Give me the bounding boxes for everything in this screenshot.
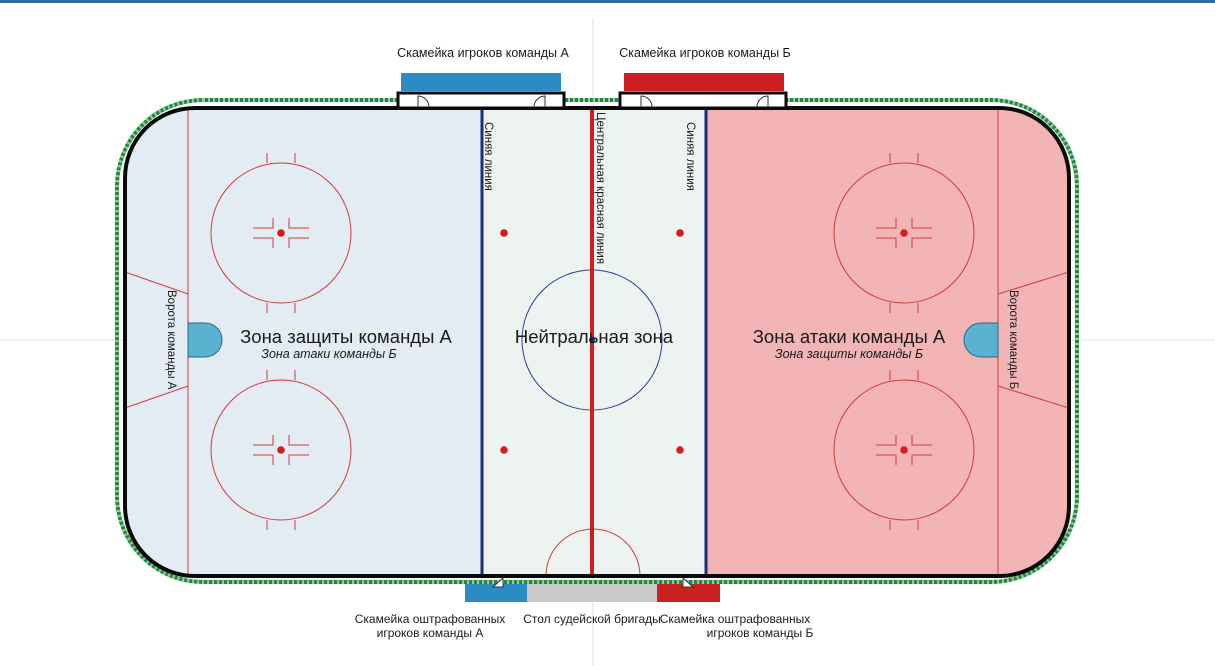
neutral-faceoff-dot	[676, 446, 684, 454]
faceoff-dot	[900, 446, 908, 454]
center-red-line-label: Центральная красная линия	[594, 112, 606, 264]
trapezoid-left-bottom	[125, 385, 189, 409]
bench-b	[618, 73, 788, 110]
penalty-door-b	[682, 576, 695, 588]
faceoff-dot	[900, 229, 908, 237]
trapezoid-right-top	[997, 271, 1069, 295]
bench-a	[396, 73, 566, 110]
zone-left	[125, 108, 482, 576]
neutral-faceoff-dot	[500, 229, 508, 237]
neutral-faceoff-dot	[676, 229, 684, 237]
faceoff-circle	[833, 162, 975, 304]
bench-b-door	[756, 95, 769, 108]
faceoff-circle	[833, 379, 975, 521]
penalty-a-label-line1: Скамейка оштрафованных	[355, 612, 506, 626]
faceoff-dot	[277, 229, 285, 237]
trapezoid-left-top	[125, 271, 189, 295]
rink-board	[123, 106, 1071, 578]
zone-right-title: Зона атаки команды А	[753, 326, 946, 347]
bench-a-door	[417, 95, 430, 108]
bench-a-door	[533, 95, 546, 108]
bench-a-fill	[401, 73, 561, 91]
faceoff-l-marks	[876, 218, 932, 248]
penalty-b-label-line2: игроков команды Б	[707, 626, 814, 640]
faceoff-dot	[277, 446, 285, 454]
penalty-bench-a	[465, 584, 527, 602]
penalty-b-label-line1: Скамейка оштрафованных	[660, 612, 811, 626]
penalty-bench-b	[657, 584, 720, 602]
bench-a-label: Скамейка игроков команды А	[397, 46, 569, 60]
rink-surface	[125, 108, 1069, 576]
officials-table	[527, 584, 657, 602]
faceoff-l-marks	[253, 435, 309, 465]
bench-b-frame	[618, 91, 788, 110]
penalty-area	[465, 576, 720, 602]
goal-crease-left	[187, 322, 223, 358]
outer-fence-dashes	[115, 98, 1079, 584]
zone-left-subtitle: Зона атаки команды Б	[261, 347, 396, 361]
penalty-a-label-line2: игроков команды А	[377, 626, 484, 640]
bench-b-fill	[624, 73, 784, 91]
blue-line-left-label: Синяя линия	[482, 122, 494, 191]
officials-table-label: Стол судейской бригады	[523, 612, 661, 626]
goal-b-label: Ворота команды Б	[1007, 290, 1019, 389]
trapezoid-right-bottom	[997, 385, 1069, 409]
faceoff-l-marks	[876, 435, 932, 465]
blue-line-right-label: Синяя линия	[684, 122, 696, 191]
neutral-faceoff-dot	[500, 446, 508, 454]
center-faceoff-dot	[589, 337, 595, 343]
faceoff-l-marks	[253, 218, 309, 248]
zone-neutral-title: Нейтральная зона	[515, 326, 674, 347]
faceoff-circle	[210, 379, 352, 521]
zone-right-subtitle: Зона защиты команды Б	[775, 347, 923, 361]
zone-right	[706, 108, 1069, 576]
faceoff-circle	[210, 162, 352, 304]
faceoff-circles	[210, 153, 975, 530]
penalty-door-a	[491, 576, 504, 588]
goal-a-label: Ворота команды А	[165, 290, 177, 390]
bench-b-door	[640, 95, 653, 108]
goal-crease-right	[963, 322, 999, 358]
bench-a-frame	[396, 91, 566, 110]
bench-b-label: Скамейка игроков команды Б	[619, 46, 791, 60]
zone-left-title: Зона защиты команды А	[240, 326, 452, 347]
